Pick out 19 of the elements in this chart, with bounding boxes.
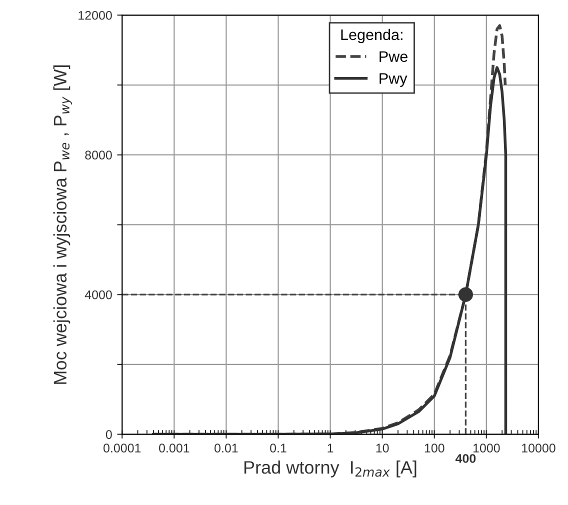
legend-title: Legenda: xyxy=(341,28,402,44)
x-tick-label: 1 xyxy=(328,444,334,452)
y-tick-label: 4000 xyxy=(84,290,112,300)
y-tick-label: 0 xyxy=(106,430,112,439)
ref-line-label: 400 xyxy=(455,454,476,463)
x-tick-label: 10 xyxy=(376,444,389,453)
x-tick-label: 0.01 xyxy=(214,444,238,453)
x-tick-label: 0.0001 xyxy=(103,444,141,453)
y-tick-label: 8000 xyxy=(85,150,112,160)
x-tick-label: 0.1 xyxy=(270,444,286,453)
x-tick-label: 1000 xyxy=(473,444,500,453)
x-tick-label: 0.001 xyxy=(159,444,190,453)
x-tick-label: 10000 xyxy=(522,444,556,453)
y-axis-title: Moc wejciowa i wyjsciowa P$_{we}$ , P$_{wy}$ [W] xyxy=(53,65,72,384)
x-tick-label: 100 xyxy=(424,444,444,453)
x-axis-title: Prad wtorny I$_{2max}$ [A] xyxy=(244,460,416,478)
legend-label: Pwy xyxy=(380,73,408,87)
y-tick-label: 12000 xyxy=(78,10,112,20)
legend-label: Pwe xyxy=(380,51,408,62)
